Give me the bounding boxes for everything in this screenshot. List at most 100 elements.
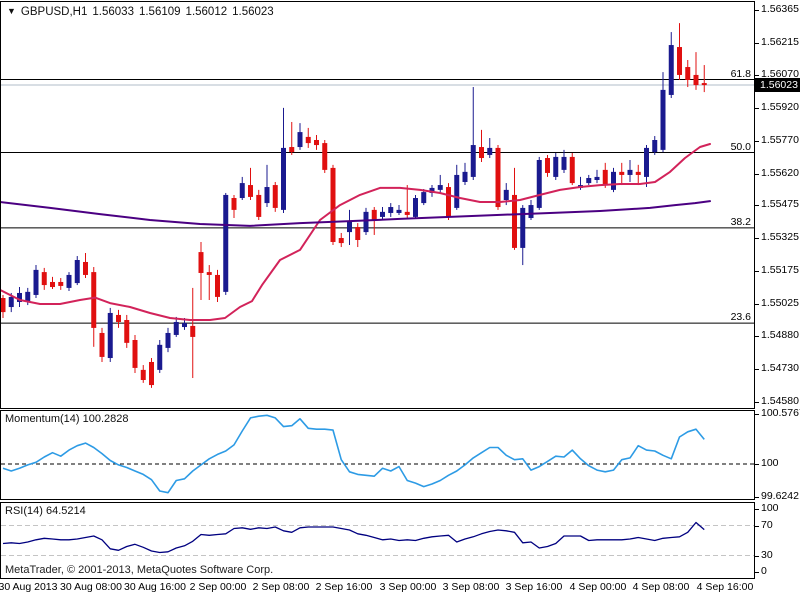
candle-body-bull (561, 156, 567, 170)
symbol-timeframe-label: GBPUSD,H1 (20, 6, 88, 18)
candle-body-bull (553, 156, 559, 177)
candle-body-bull (25, 291, 31, 302)
candle-body-bull (165, 332, 171, 348)
rsi-axis-label: 0 (761, 565, 767, 577)
quote-bar[interactable]: ▼ GBPUSD,H1 1.56033 1.56109 1.56012 1.56023 (7, 6, 279, 18)
candle-body-bull (413, 198, 418, 217)
candle-body-bear (545, 158, 550, 173)
quote-close: 1.56023 (232, 6, 274, 18)
candle-body-bear (322, 143, 328, 170)
copyright-text: MetaTrader, © 2001-2013, MetaQuotes Soft… (5, 564, 274, 576)
candle-body-bear (41, 272, 47, 286)
candle-body-bull (462, 171, 468, 182)
quote-low: 1.56012 (185, 6, 228, 18)
current-price-box: 1.56023 (755, 78, 800, 92)
price-axis-label: 1.54730 (761, 362, 799, 374)
price-axis-label-tick-mark (755, 10, 759, 11)
candle-body-bull (437, 185, 443, 190)
candle-body-bull (520, 207, 526, 248)
candle-body-bear (248, 185, 253, 197)
candle-body-bear (50, 281, 55, 288)
momentum-axis-label-tick-mark (755, 497, 759, 498)
candle-body-bear (231, 198, 237, 210)
candle-body-bull (347, 221, 352, 233)
candle-body-bear (677, 47, 682, 75)
candle-body-bear (569, 156, 575, 184)
price-axis-label: 1.56215 (761, 36, 799, 48)
rsi-canvas[interactable] (1, 503, 754, 578)
candle-body-bear (479, 147, 484, 159)
candle-body-bear (99, 332, 105, 357)
time-axis[interactable]: 30 Aug 2013 30 Aug 08:00 30 Aug 16:00 2 Sep… (0, 581, 800, 597)
candle-body-bull (454, 174, 460, 208)
momentum-axis-label: 100 (761, 457, 779, 469)
momentum-canvas[interactable] (1, 411, 754, 499)
price-axis-label-tick-mark (755, 271, 759, 272)
candle-body-bear (619, 171, 625, 175)
momentum-axis-label: 100.5767 (761, 407, 800, 419)
price-axis-label-tick-mark (755, 336, 759, 337)
momentum-axis-label-tick-mark (755, 464, 759, 465)
candle-body-bear (693, 74, 699, 86)
candle-body-bull (380, 211, 385, 217)
candle-body-bull (297, 132, 303, 148)
price-axis-label-tick-mark (755, 304, 759, 305)
price-chart-canvas[interactable] (1, 2, 754, 408)
candle-body-bear (404, 211, 410, 215)
rsi-indicator-panel[interactable] (0, 502, 755, 579)
rsi-axis-label: 70 (761, 519, 773, 531)
candle-body-bull (239, 183, 245, 199)
candle-body-bear (124, 320, 130, 343)
candle-body-bear (371, 209, 377, 220)
rsi-axis-label: 100 (761, 502, 779, 514)
price-axis-label: 1.55920 (761, 101, 799, 113)
candle-body-bull (644, 147, 649, 177)
momentum-label: Momentum(14) 100.2828 (5, 413, 129, 425)
rsi-line (2, 521, 705, 554)
candle-body-bull (8, 296, 14, 308)
fast-ma-line (1, 143, 711, 321)
candle-body-bull (173, 321, 179, 335)
momentum-indicator-panel[interactable] (0, 410, 755, 500)
candle-body-bull (66, 274, 72, 288)
candle-body-bull (660, 89, 666, 150)
candle-body-bear (272, 185, 278, 208)
momentum-axis-label: 99.6242 (761, 490, 799, 502)
price-axis-label-tick-mark (755, 174, 759, 175)
price-axis-label-tick-mark (755, 369, 759, 370)
candle-body-bull (421, 192, 427, 204)
price-axis-label-tick-mark (755, 108, 759, 109)
price-chart-panel[interactable]: 61.8 50.0 38.2 23.6 (0, 1, 755, 409)
candle-body-bear (132, 340, 138, 368)
price-axis[interactable]: 1.56365 1.56215 1.56070 1.55920 1.55770 1.556… (755, 0, 800, 600)
candle-body-bear (256, 194, 262, 217)
price-axis-label-tick-mark (755, 205, 759, 206)
price-axis-label-tick-mark (755, 238, 759, 239)
candle-body-bull (470, 145, 476, 177)
candle-body-bear (198, 252, 204, 273)
candle-body-bull (388, 207, 394, 213)
time-axis-label: 4 Sep 16:00 (696, 581, 754, 593)
candle-body-bear (338, 238, 344, 244)
price-axis-label: 1.54580 (761, 395, 799, 407)
quote-open: 1.56033 (92, 6, 134, 18)
candle-body-bull (223, 194, 229, 292)
rsi-axis-label-tick-mark (755, 572, 759, 573)
candle-body-bear (446, 187, 451, 217)
candle-body-bull (652, 140, 658, 153)
candle-body-bull (157, 344, 163, 370)
candle-body-bear (355, 227, 361, 240)
fibonacci-level-label-61.8: 61.8 (730, 68, 751, 80)
candle-body-bull (487, 147, 493, 155)
chart-dropdown-icon[interactable]: ▼ (7, 6, 16, 16)
price-axis-label: 1.55175 (761, 264, 799, 276)
time-axis-label: 2 Sep 00:00 (189, 581, 247, 593)
candle-body-bear (305, 136, 311, 144)
candle-body-bear (91, 272, 97, 328)
candle-body-bear (1, 298, 6, 313)
time-axis-label: 3 Sep 00:00 (379, 581, 437, 593)
candle-body-bull (17, 292, 22, 302)
time-axis-label: 30 Aug 16:00 (124, 581, 186, 593)
price-axis-label: 1.55325 (761, 231, 799, 243)
